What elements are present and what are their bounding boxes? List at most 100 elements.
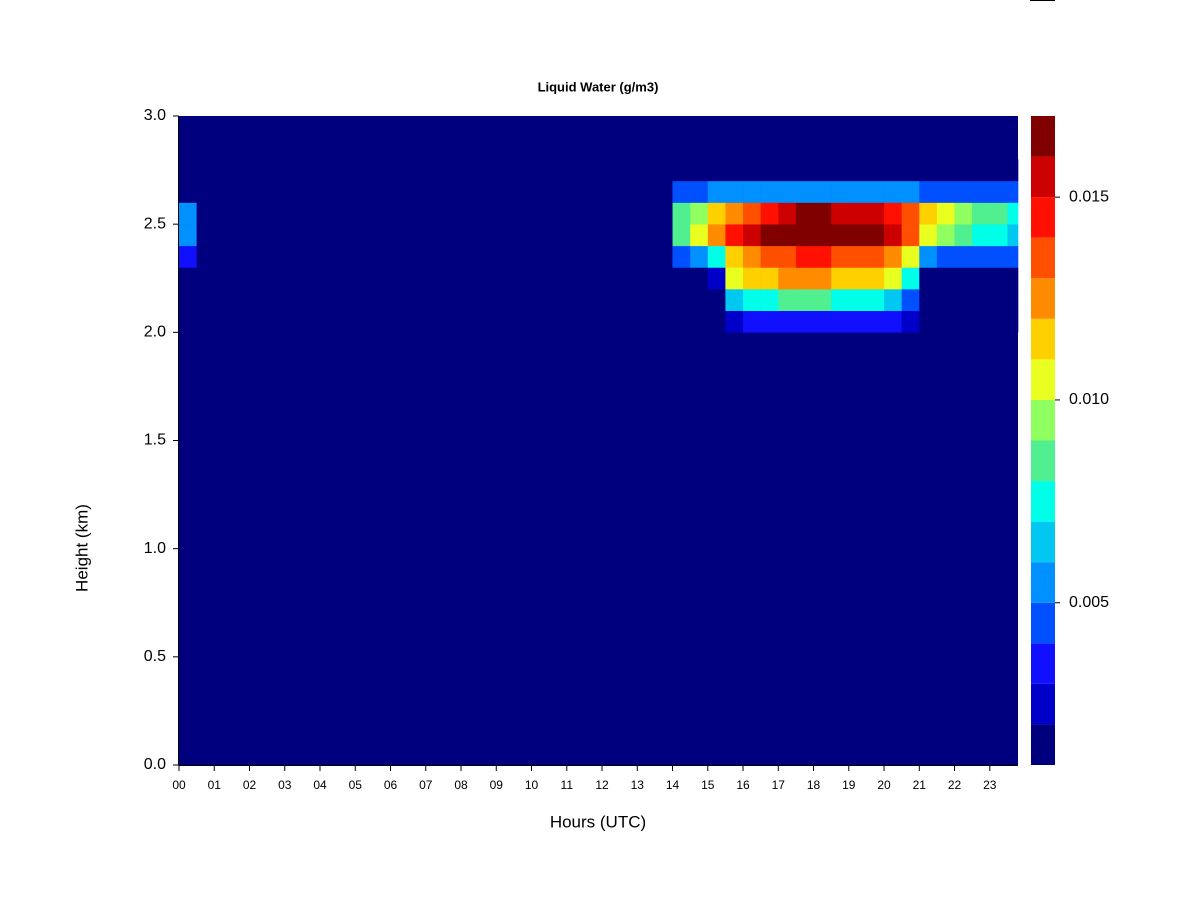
- heatmap-cell: [1007, 224, 1019, 247]
- heatmap-cell: [813, 202, 832, 225]
- heatmap-cell: [531, 245, 550, 268]
- heatmap-cell: [989, 310, 1008, 333]
- heatmap-cell: [302, 289, 321, 311]
- heatmap-cell: [443, 289, 462, 311]
- heatmap-cell: [443, 202, 462, 225]
- heatmap-cell: [284, 202, 303, 225]
- colorbar-swatch: [1031, 440, 1055, 482]
- heatmap-cell: [972, 289, 991, 311]
- heatmap-cell: [337, 289, 356, 311]
- heatmap-cell: [549, 202, 568, 225]
- heatmap-cell: [831, 180, 850, 203]
- heatmap-cell: [972, 224, 991, 247]
- heatmap-cell: [478, 180, 497, 203]
- heatmap-cell: [866, 202, 885, 225]
- heatmap-cell: [936, 289, 955, 311]
- heatmap-cell: [531, 289, 550, 311]
- heatmap-cell: [284, 159, 303, 182]
- heatmap-cell: [390, 289, 409, 311]
- heatmap-cell: [654, 289, 673, 311]
- heatmap-cell: [866, 159, 885, 182]
- heatmap-cell: [866, 267, 885, 290]
- heatmap-cell: [320, 180, 338, 203]
- x-tick-label: 11: [561, 778, 574, 792]
- heatmap-cell: [390, 159, 409, 182]
- heatmap-cell: [461, 159, 479, 182]
- heatmap-cell: [954, 202, 973, 225]
- heatmap-cell: [1007, 245, 1019, 268]
- heatmap-cell: [531, 224, 550, 247]
- heatmap-cell: [196, 202, 215, 225]
- x-tick-label: 19: [842, 778, 856, 792]
- heatmap-cell: [478, 159, 497, 182]
- heatmap-cell: [831, 245, 850, 268]
- heatmap-cell: [478, 224, 497, 247]
- heatmap-cell: [690, 224, 709, 247]
- heatmap-cell: [672, 310, 691, 333]
- heatmap-cell: [513, 202, 532, 225]
- heatmap-cell: [443, 310, 462, 333]
- heatmap-cell: [778, 267, 797, 290]
- heatmap-cell: [337, 224, 356, 247]
- heatmap-cell: [267, 159, 286, 182]
- heatmap-cell: [531, 180, 550, 203]
- x-tick-label: 20: [877, 778, 891, 792]
- heatmap-cell: [725, 245, 744, 268]
- heatmap-cell: [637, 224, 656, 247]
- heatmap-cell: [179, 202, 197, 225]
- heatmap-cell: [443, 245, 462, 268]
- heatmap-cell: [743, 245, 761, 268]
- heatmap-cell: [302, 267, 321, 290]
- heatmap-cell: [284, 310, 303, 333]
- heatmap-cell: [566, 267, 585, 290]
- heatmap-cell: [302, 310, 321, 333]
- heatmap-cell: [884, 245, 902, 268]
- heatmap-cell: [778, 159, 797, 182]
- heatmap-cell: [355, 202, 374, 225]
- heatmap-cell: [690, 180, 709, 203]
- heatmap-cell: [760, 267, 779, 290]
- heatmap-cell: [372, 267, 391, 290]
- heatmap-cell: [1007, 202, 1019, 225]
- heatmap-cell: [707, 224, 726, 247]
- heatmap-cell: [672, 224, 691, 247]
- heatmap-cell: [355, 224, 374, 247]
- heatmap-cell: [267, 202, 286, 225]
- heatmap-cell: [231, 180, 250, 203]
- heatmap-cell: [496, 245, 515, 268]
- colorbar-swatch: [1031, 683, 1055, 725]
- heatmap-cell: [584, 159, 603, 182]
- heatmap-cell: [725, 310, 744, 333]
- colorbar-swatch: [1031, 399, 1055, 441]
- heatmap-cell: [848, 289, 867, 311]
- heatmap-cell: [672, 180, 691, 203]
- heatmap-cell: [884, 159, 902, 182]
- heatmap-cell: [390, 224, 409, 247]
- heatmap-cell: [461, 224, 479, 247]
- heatmap-cell: [848, 180, 867, 203]
- heatmap-cell: [672, 202, 691, 225]
- heatmap-cell: [795, 245, 814, 268]
- heatmap-cell: [972, 310, 991, 333]
- heatmap-cell: [619, 289, 638, 311]
- heatmap-cell: [831, 159, 850, 182]
- heatmap-cell: [760, 180, 779, 203]
- x-tick-label: 09: [490, 778, 504, 792]
- heatmap-cell: [461, 267, 479, 290]
- heatmap-cell: [179, 224, 197, 247]
- heatmap-cell: [602, 180, 620, 203]
- heatmap-cell: [531, 202, 550, 225]
- heatmap-cell: [743, 202, 761, 225]
- y-tick-label: 0.5: [144, 648, 166, 665]
- heatmap-cell: [231, 202, 250, 225]
- heatmap-cell: [778, 245, 797, 268]
- heatmap-cell: [249, 202, 268, 225]
- colorbar-swatch: [1031, 318, 1055, 360]
- heatmap-cell: [848, 224, 867, 247]
- x-tick-label: 15: [701, 778, 715, 792]
- heatmap-cell: [936, 202, 955, 225]
- heatmap-cell: [901, 224, 920, 247]
- heatmap-cell: [267, 245, 286, 268]
- heatmap-cell: [972, 180, 991, 203]
- heatmap-cell: [654, 245, 673, 268]
